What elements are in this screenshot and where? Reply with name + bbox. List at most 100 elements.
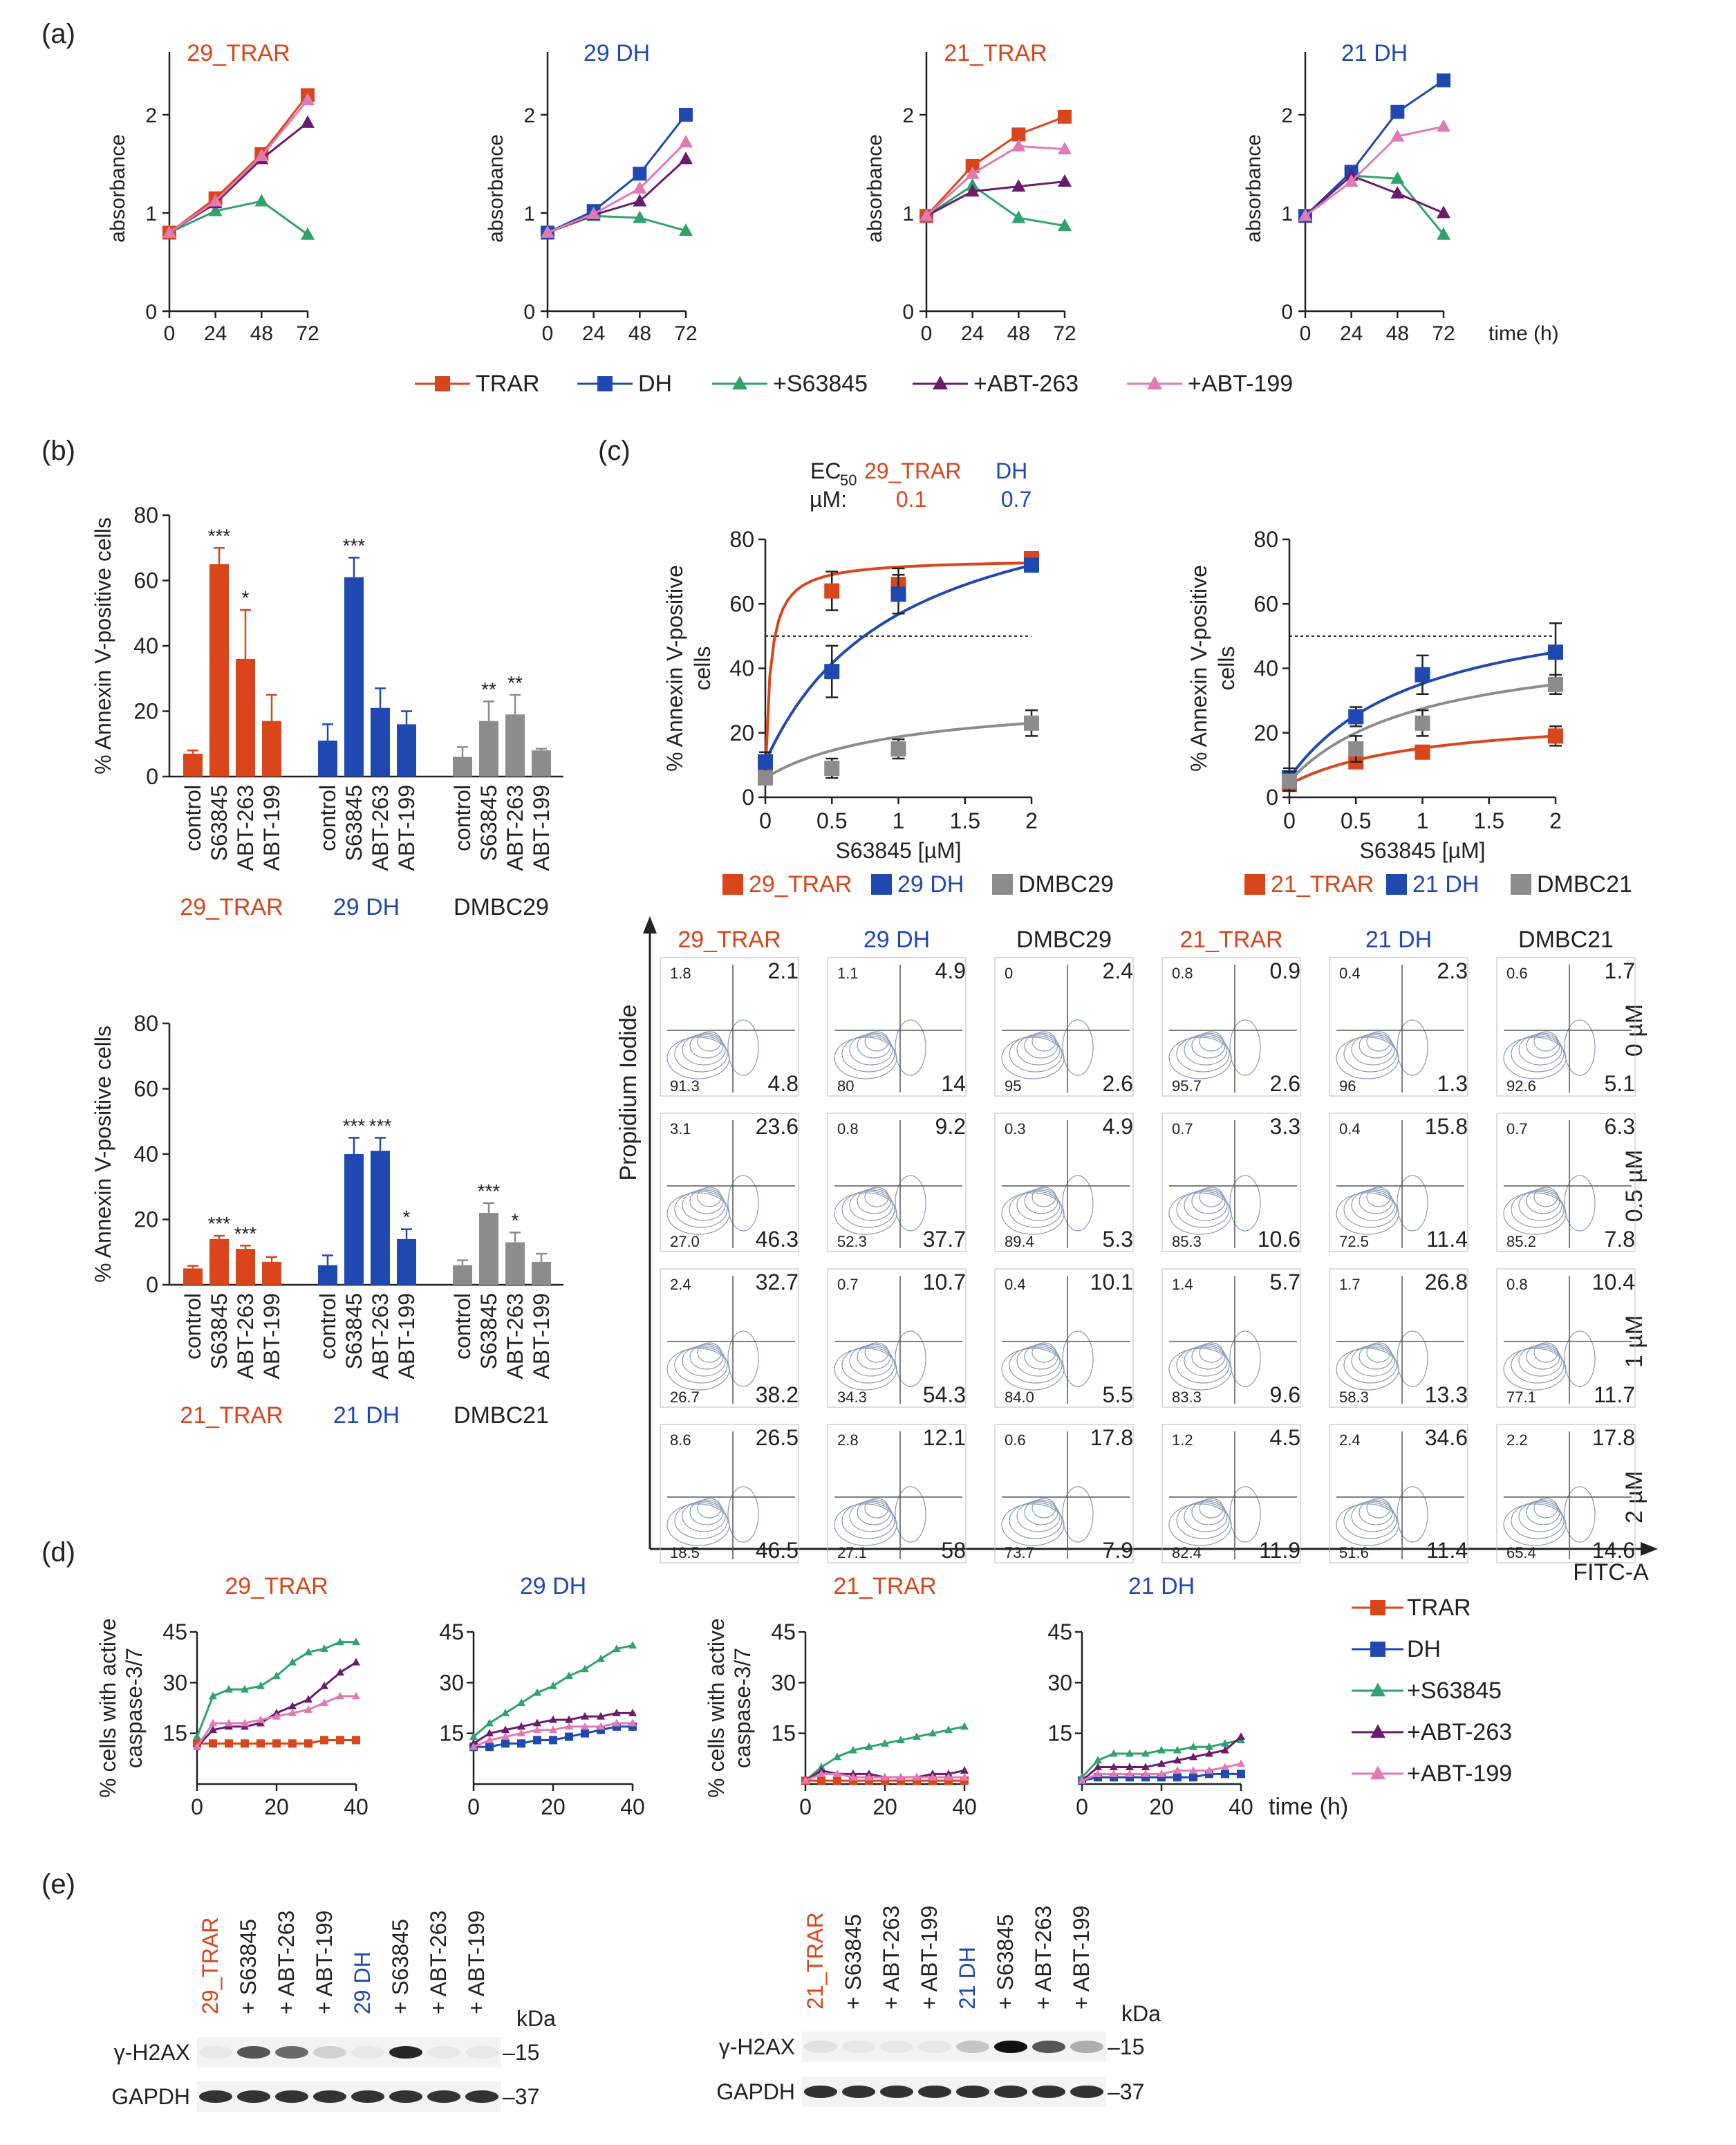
density-contour (1001, 1037, 1065, 1079)
y-tick-label: 1 (1281, 203, 1293, 225)
flow-plot-frame (1496, 1268, 1636, 1408)
density-contour (1016, 1345, 1061, 1377)
density-contour (697, 1187, 722, 1207)
quadrant-ll: 95 (1005, 1077, 1021, 1095)
point-ABT263 (597, 1711, 605, 1720)
point-ABT263 (485, 1729, 494, 1737)
series-line-DH (547, 114, 687, 234)
density-contour (1016, 1189, 1061, 1221)
y-axis-label: absorbance (864, 134, 886, 243)
point-ABT199 (1437, 119, 1450, 132)
bar-category-label: S63845 (342, 1293, 366, 1369)
quadrant-ur: 2.3 (1437, 958, 1468, 983)
flow-plot: 2.4 34.6 51.6 11.4 (1329, 1424, 1468, 1563)
blot-band (804, 2086, 837, 2098)
flow-plot-frame (660, 1424, 799, 1563)
point-S63845 (272, 1671, 281, 1680)
density-contour (1009, 1502, 1063, 1539)
blot-row-label: γ-H2AX (719, 2034, 795, 2059)
blot-band (880, 2041, 913, 2053)
point-DH (1189, 1773, 1197, 1782)
density-contour (1001, 1348, 1065, 1391)
density-contour (1533, 1187, 1558, 1207)
point-TRAR (225, 1739, 233, 1748)
quadrant-ll: 80 (837, 1077, 854, 1095)
density-contour (1359, 1188, 1393, 1214)
y-tick-label: 0 (145, 301, 157, 324)
bar-category-label: ABT-263 (503, 785, 528, 871)
blot-band (1070, 2086, 1103, 2098)
density-contour (666, 1192, 730, 1235)
blot-band (275, 2046, 308, 2059)
point-ABT263 (581, 1711, 589, 1720)
density-contour (1191, 1499, 1226, 1525)
ec50-name-trar: 29_TRAR (864, 458, 962, 483)
point-ABT199 (597, 1722, 605, 1730)
x-tick-label: 0 (1300, 322, 1312, 345)
flow-plot: 2.8 12.1 27.1 58 (827, 1424, 967, 1563)
quadrant-ul: 0.8 (1506, 1276, 1528, 1293)
x-tick-label: 40 (1229, 1794, 1253, 1819)
flow-plot-frame (1161, 957, 1301, 1097)
density-contour (1533, 1342, 1558, 1363)
density-contour (1336, 1037, 1399, 1079)
point-ABT199 (881, 1772, 889, 1781)
legend-label: 21_TRAR (1271, 871, 1374, 898)
y-tick-label: 1 (523, 203, 535, 225)
density-contour (841, 1502, 895, 1539)
lane-label: + ABT-263 (1031, 1906, 1056, 2009)
density-contour (1366, 1031, 1391, 1052)
x-tick-label: 48 (250, 322, 273, 345)
point-ABT199 (241, 1718, 249, 1727)
density-contour (1503, 1037, 1567, 1079)
density-contour (689, 1344, 724, 1370)
data-point-DMBC21 (1282, 773, 1297, 789)
bar-category-label: ABT-263 (503, 1293, 528, 1380)
x-tick-label: 24 (961, 322, 984, 345)
quadrant-lr: 2.6 (1270, 1071, 1300, 1096)
point-S63845 (849, 1745, 857, 1754)
y-tick-label: 80 (133, 503, 158, 528)
point-ABT199 (533, 1725, 541, 1734)
density-contour (689, 1499, 724, 1525)
point-TRAR (241, 1739, 249, 1748)
point-S63845 (913, 1732, 921, 1740)
point-ABT263 (336, 1668, 344, 1676)
significance-mark: ** (507, 672, 523, 694)
legend-marker-TRAR (435, 376, 450, 391)
point-ABT263 (565, 1715, 573, 1723)
point-S63845 (549, 1681, 557, 1689)
point-ABT199 (581, 1722, 589, 1730)
density-contour (1199, 1187, 1224, 1207)
density-contour (1518, 1034, 1562, 1066)
flow-plot: 0.3 4.9 89.4 5.3 (994, 1113, 1134, 1252)
density-contour (674, 1502, 728, 1539)
x-tick-label: 0 (542, 322, 554, 345)
flow-plot-frame (994, 1113, 1134, 1252)
point-DH (549, 1736, 557, 1745)
point-S63845 (613, 1644, 621, 1652)
ec50-value-dh: 0.7 (1001, 487, 1032, 512)
quadrant-ul: 0.6 (1506, 965, 1528, 982)
point-ABT263 (1126, 1763, 1134, 1771)
flow-plot: 0.4 15.8 72.5 11.4 (1329, 1113, 1468, 1252)
density-contour (1564, 1486, 1596, 1543)
point-S63845 (517, 1698, 525, 1707)
bar-category-label: control (180, 785, 205, 851)
quadrant-ul: 0.4 (1005, 1276, 1026, 1293)
ec50-subscript: 50 (840, 472, 857, 489)
point-S63845 (679, 223, 693, 236)
density-contour (1511, 1191, 1565, 1228)
legend-label-TRAR: TRAR (1407, 1595, 1471, 1621)
significance-mark: * (512, 1209, 519, 1231)
density-contour (1351, 1345, 1395, 1377)
density-contour (1366, 1187, 1391, 1207)
x-tick-label: 0 (799, 1794, 812, 1819)
quadrant-ul: 0.4 (1339, 1120, 1361, 1138)
lane-label: 21 DH (955, 1947, 980, 2009)
flow-plot-frame (827, 1268, 967, 1408)
x-tick-label: 72 (674, 322, 697, 345)
y-tick-label: 1 (145, 203, 157, 225)
quadrant-lr: 54.3 (923, 1382, 966, 1407)
